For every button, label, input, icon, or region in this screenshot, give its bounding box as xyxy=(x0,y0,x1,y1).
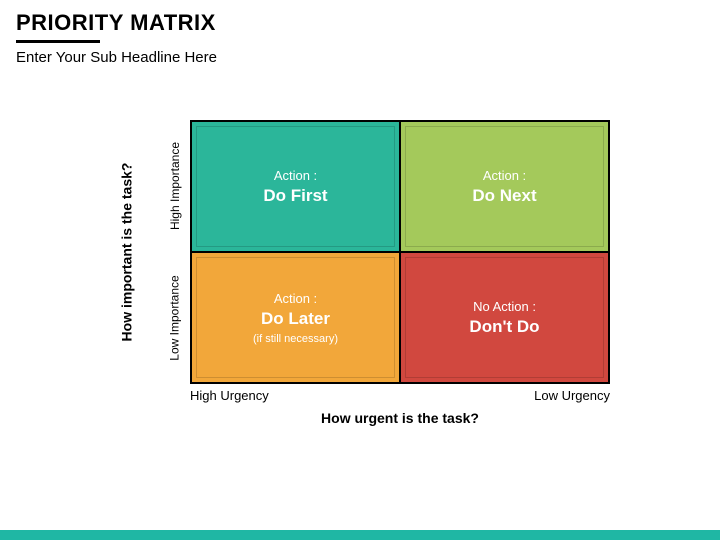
cell-main: Do Next xyxy=(472,186,536,206)
y-axis-title-text: How important is the task? xyxy=(118,163,134,342)
page-root: PRIORITY MATRIX Enter Your Sub Headline … xyxy=(0,0,720,540)
cell-dont-do: No Action : Don't Do xyxy=(400,252,609,383)
y-axis-title: How important is the task? xyxy=(116,120,136,384)
y-label-high: High Importance xyxy=(164,120,186,252)
title-underline xyxy=(16,40,100,43)
x-labels: High Urgency Low Urgency xyxy=(190,388,610,403)
y-label-low-text: Low Importance xyxy=(168,275,182,360)
header: PRIORITY MATRIX Enter Your Sub Headline … xyxy=(16,10,704,66)
matrix-grid: Action : Do First Action : Do Next Actio… xyxy=(190,120,610,384)
x-label-low: Low Urgency xyxy=(534,388,610,403)
cell-do-later: Action : Do Later (if still necessary) xyxy=(191,252,400,383)
cell-main: Do First xyxy=(263,186,327,206)
cell-do-next: Action : Do Next xyxy=(400,121,609,252)
page-title: PRIORITY MATRIX xyxy=(16,10,704,36)
cell-main: Don't Do xyxy=(469,317,539,337)
cell-prefix: Action : xyxy=(274,291,317,306)
cell-do-first: Action : Do First xyxy=(191,121,400,252)
priority-matrix: How important is the task? High Importan… xyxy=(144,120,610,410)
footer-bar xyxy=(0,530,720,540)
cell-prefix: No Action : xyxy=(473,299,536,314)
page-subtitle: Enter Your Sub Headline Here xyxy=(16,49,704,66)
cell-prefix: Action : xyxy=(274,168,317,183)
x-axis-title: How urgent is the task? xyxy=(190,410,610,426)
y-label-high-text: High Importance xyxy=(168,142,182,230)
x-label-high: High Urgency xyxy=(190,388,269,403)
cell-prefix: Action : xyxy=(483,168,526,183)
cell-main: Do Later xyxy=(261,309,330,329)
cell-sub: (if still necessary) xyxy=(253,333,338,345)
y-label-low: Low Importance xyxy=(164,252,186,384)
